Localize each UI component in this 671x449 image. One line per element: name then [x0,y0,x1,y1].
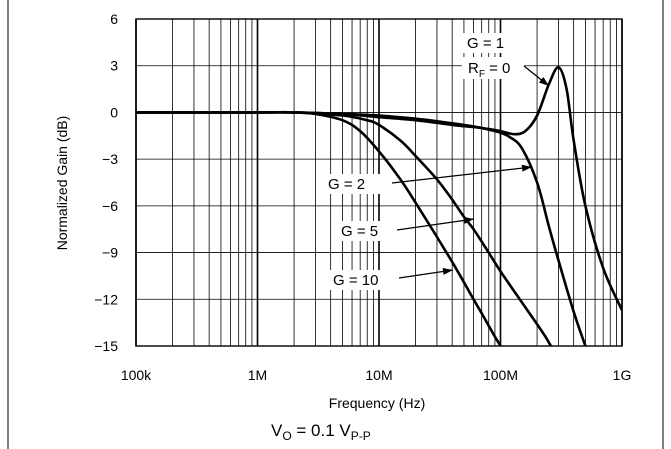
arrow-g5-head [463,216,474,224]
y-tick-label: −9 [102,245,118,261]
arrow-g2-head [521,164,532,172]
annotation-background [335,221,397,241]
annotation-background [462,33,524,53]
arrow-g2 [391,166,533,184]
y-tick-label: −12 [94,291,118,307]
y-tick-label: 3 [110,58,118,74]
annotation-background [322,174,392,194]
plot-area: 100k 1M 10M 100M 1G 6 3 0 −3 −6 −9 −12 −15 [94,11,631,383]
footer-condition: VO = 0.1 VP-P [271,421,371,443]
x-axis-label: Frequency (Hz) [329,395,425,411]
y-axis-label: Normalized Gain (dB) [54,116,70,251]
annotation-g1: G = 1 [467,35,504,52]
y-tick-label: −3 [102,151,118,167]
series-g10-line [136,111,502,346]
annotation-g5: G = 5 [341,223,378,240]
x-tick-label: 1G [613,367,632,383]
annotation-rf: RF = 0 [468,60,510,80]
x-tick-label: 10M [365,367,392,383]
arrow-g10-head [442,268,453,275]
x-tick-label: 1M [248,367,267,383]
y-tick-label: 6 [110,11,118,27]
plot-border [135,18,623,347]
arrow-g5 [396,218,475,231]
y-tick-label: −15 [94,338,118,354]
annotation-background [327,270,399,290]
y-tick-label: −6 [102,198,118,214]
annotation-background [462,57,524,79]
x-tick-label: 100M [483,367,518,383]
y-tick-label: 0 [110,104,118,120]
x-tick-label: 100k [121,367,152,383]
arrow-rf-head [539,77,549,86]
annotation-g2: G = 2 [328,176,365,193]
annotation-g10: G = 10 [333,272,378,289]
